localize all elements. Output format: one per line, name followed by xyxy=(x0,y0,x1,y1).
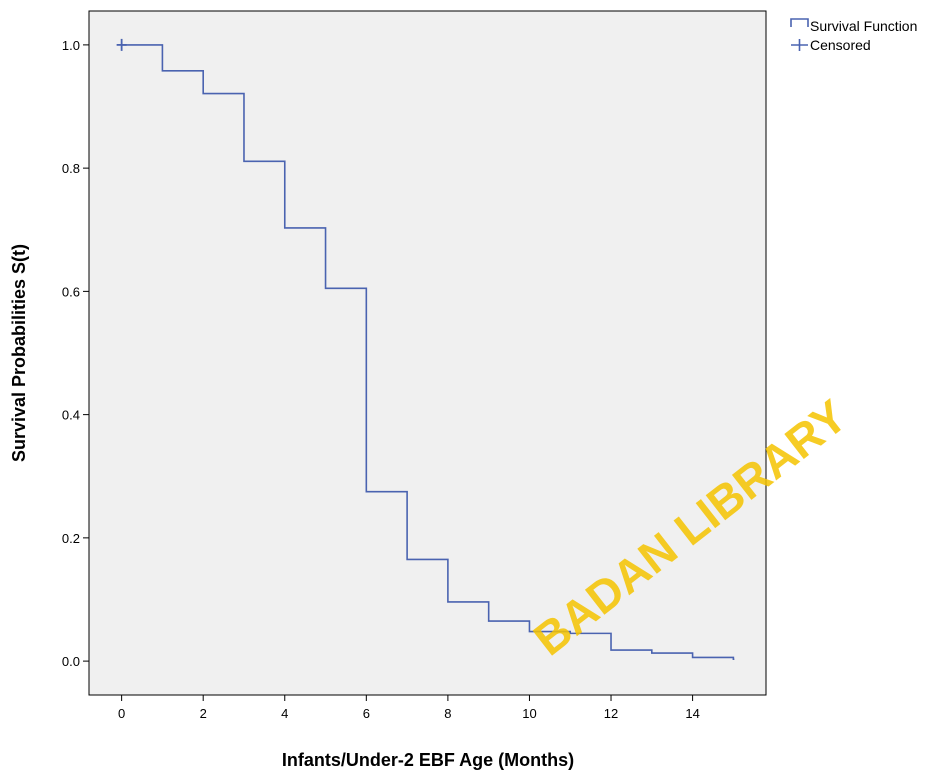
series-layer xyxy=(116,38,735,661)
x-tick-label: 0 xyxy=(118,706,125,721)
y-tick-label: 0.0 xyxy=(62,654,80,669)
y-axis-ticks: 0.0 0.2 0.4 0.6 0.8 1.0 xyxy=(62,38,89,669)
legend: Survival Function Censored xyxy=(790,18,917,53)
y-tick-label: 0.2 xyxy=(62,531,80,546)
y-tick-label: 1.0 xyxy=(62,38,80,53)
x-tick-label: 14 xyxy=(685,706,699,721)
y-tick-label: 0.8 xyxy=(62,161,80,176)
x-tick-label: 4 xyxy=(281,706,288,721)
plot-area xyxy=(88,10,767,696)
y-tick-label: 0.6 xyxy=(62,284,80,299)
x-tick-label: 8 xyxy=(444,706,451,721)
legend-label-survival-function: Survival Function xyxy=(810,18,917,34)
x-axis-ticks: 0 2 4 6 8 10 12 14 xyxy=(118,695,700,721)
legend-survival-swatch xyxy=(790,18,809,27)
x-tick-label: 12 xyxy=(604,706,618,721)
x-tick-label: 10 xyxy=(522,706,536,721)
y-axis-label: Survival Probabilities S(t) xyxy=(9,244,29,462)
x-axis-label: Infants/Under-2 EBF Age (Months) xyxy=(282,750,574,770)
x-tick-label: 2 xyxy=(200,706,207,721)
legend-label-censored: Censored xyxy=(810,37,871,53)
survival-function-line xyxy=(121,44,735,661)
x-tick-label: 6 xyxy=(363,706,370,721)
y-tick-label: 0.4 xyxy=(62,408,80,423)
